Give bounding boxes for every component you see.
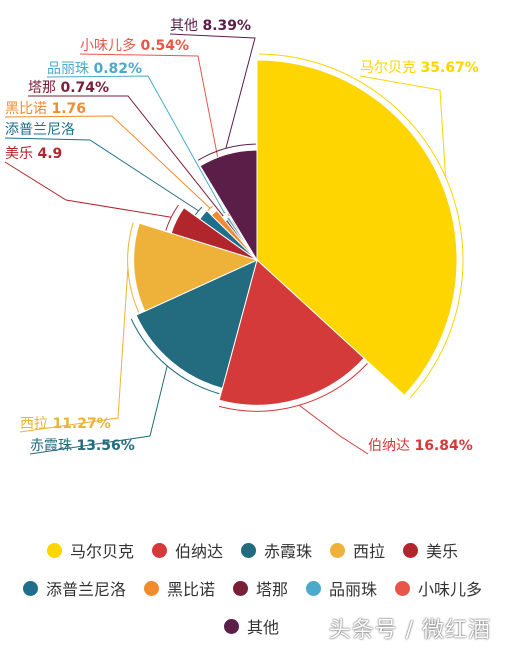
legend-item[interactable]: 塔那 (232, 576, 288, 600)
leader-line-6 (4, 115, 211, 209)
legend-item[interactable]: 添普兰尼洛 (22, 576, 126, 600)
slice-label-0: 马尔贝克 35.67% (360, 60, 479, 76)
legend-swatch (151, 542, 167, 558)
legend-item[interactable]: 品丽珠 (306, 576, 377, 600)
legend-item[interactable]: 小味儿多 (395, 576, 482, 600)
leader-line-7 (28, 95, 224, 216)
leader-line-8 (46, 75, 225, 213)
legend-label: 马尔贝克 (69, 542, 134, 561)
slice-label-1: 伯纳达 16.84% (368, 438, 473, 454)
slice-label-7: 塔那 0.74% (28, 80, 109, 96)
legend-label: 黑比诺 (166, 580, 215, 599)
legend-swatch (224, 618, 239, 634)
slice-label-5: 添普兰尼洛 (5, 122, 75, 138)
legend-swatch (46, 542, 62, 558)
legend-item[interactable]: 黑比诺 (143, 576, 215, 600)
legend-swatch (306, 580, 321, 596)
legend-swatch (232, 580, 248, 596)
legend-swatch (143, 580, 159, 596)
rose-slice-6 (210, 209, 258, 261)
slice-outline-5 (194, 206, 203, 216)
leader-line-5 (4, 137, 199, 212)
slice-label-8: 品丽珠 0.82% (47, 61, 142, 77)
legend-label: 品丽珠 (329, 580, 378, 599)
legend-row: 其他 (0, 614, 505, 638)
rose-slice-4 (170, 207, 258, 261)
rose-slice-3 (133, 222, 259, 312)
slice-label-9: 小味儿多 0.54% (80, 37, 189, 54)
slice-label-10: 其他 8.39% (170, 18, 251, 34)
leader-line-1 (298, 404, 369, 455)
slice-outline-3 (127, 222, 140, 313)
legend-item[interactable]: 赤霞珠 (240, 538, 312, 562)
leader-line-2 (29, 365, 168, 455)
leader-line-0 (359, 75, 447, 178)
legend-swatch (395, 580, 411, 596)
legend-label: 伯纳达 (174, 542, 223, 561)
leader-line-4 (4, 161, 172, 218)
slice-outline-10 (197, 143, 256, 161)
legend-item[interactable]: 伯纳达 (151, 538, 223, 562)
rose-slice-5 (199, 209, 258, 261)
legend-swatch (22, 580, 38, 596)
legend-item[interactable]: 西拉 (330, 538, 385, 562)
slice-outline-7 (221, 214, 224, 217)
legend-label: 赤霞珠 (263, 542, 312, 561)
legend-label: 塔那 (255, 580, 288, 599)
leader-line-3 (19, 268, 129, 433)
slice-label-3: 西拉 11.27% (20, 416, 111, 432)
rose-slice-2 (135, 259, 258, 389)
rose-slice-1 (218, 259, 365, 406)
legend-label: 小味儿多 (418, 580, 483, 599)
slice-label-6: 黑比诺 1.76 (5, 101, 86, 117)
legend-label: 添普兰尼洛 (45, 580, 126, 599)
rose-slice-10 (199, 149, 258, 262)
slice-outline-8 (223, 211, 226, 214)
legend-swatch (330, 542, 345, 558)
legend-item[interactable]: 其他 (224, 614, 279, 638)
legend-label: 美乐 (426, 542, 459, 561)
legend-swatch (240, 542, 256, 558)
leader-line-9 (79, 53, 230, 216)
leader-line-10 (169, 33, 256, 149)
slice-outline-4 (165, 204, 179, 231)
legend-item[interactable]: 美乐 (403, 538, 458, 562)
legend-item[interactable]: 马尔贝克 (46, 538, 134, 562)
legend-swatch (403, 542, 419, 558)
rose-slice-0 (256, 59, 458, 396)
slice-outline-2 (130, 318, 220, 395)
legend-label: 西拉 (353, 542, 386, 561)
slice-label-4: 美乐 4.9 (5, 146, 62, 162)
legend-row: 马尔贝克 伯纳达 赤霞珠 西拉 美乐 (0, 538, 505, 562)
legend-label: 其他 (247, 618, 280, 637)
watermark: 头条号 / 微红酒 (328, 618, 491, 643)
slice-label-2: 赤霞珠 13.56% (30, 438, 135, 454)
legend-row: 添普兰尼洛 黑比诺 塔那 品丽珠 小味儿多 (0, 576, 505, 600)
